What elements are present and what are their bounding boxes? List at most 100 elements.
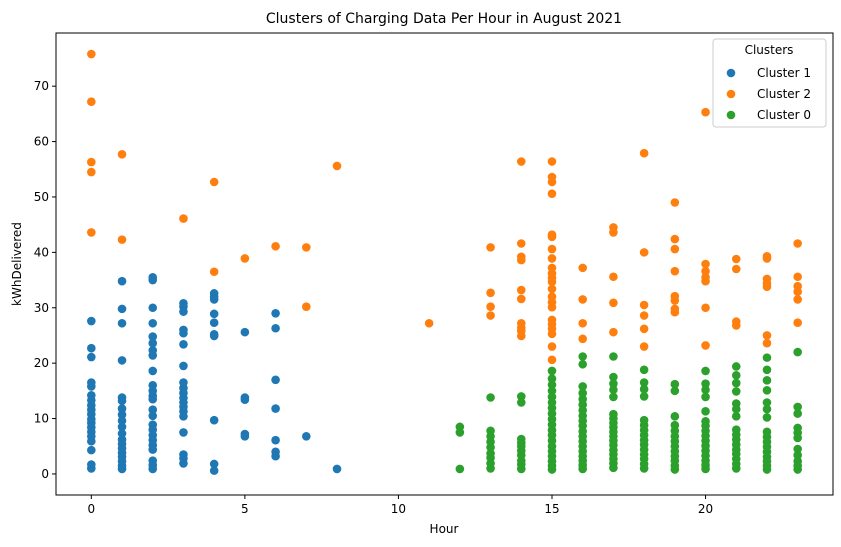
- data-point: [148, 394, 158, 404]
- data-point: [701, 276, 710, 286]
- data-point: [240, 327, 250, 337]
- x-axis: 0 5 10 15 20: [87, 495, 713, 516]
- data-point: [762, 404, 772, 414]
- data-point: [701, 259, 710, 269]
- y-axis: 0 10 20 30 40 50 60 70: [34, 79, 56, 481]
- legend-label: Cluster 0: [757, 108, 811, 122]
- data-point: [117, 422, 127, 432]
- y-tick-label: 30: [34, 301, 49, 315]
- data-point: [578, 464, 587, 474]
- data-point: [793, 318, 802, 328]
- data-point: [762, 353, 772, 362]
- data-point: [793, 287, 802, 297]
- data-point: [117, 356, 127, 365]
- data-point: [793, 402, 802, 412]
- series-cluster-2: [87, 49, 802, 365]
- y-tick-label: 60: [34, 135, 49, 149]
- data-point: [148, 275, 158, 285]
- data-point: [701, 366, 710, 376]
- data-point: [731, 412, 741, 421]
- data-point: [701, 392, 710, 402]
- data-point: [209, 177, 219, 187]
- data-point: [455, 428, 465, 437]
- data-point: [87, 464, 96, 473]
- series-cluster-1: [87, 272, 342, 475]
- legend: Clusters Cluster 1 Cluster 2 Cluster 0: [712, 38, 827, 128]
- data-point: [148, 445, 158, 454]
- data-point: [701, 266, 710, 276]
- data-point: [701, 385, 710, 395]
- data-point: [117, 464, 127, 474]
- data-point: [179, 428, 188, 437]
- data-point: [639, 311, 649, 320]
- data-point: [578, 334, 587, 344]
- data-point: [117, 410, 127, 419]
- data-point: [117, 429, 127, 438]
- data-point: [578, 352, 587, 361]
- data-point: [486, 243, 495, 252]
- data-point: [117, 304, 127, 314]
- data-point: [762, 254, 772, 263]
- data-point: [240, 395, 250, 405]
- data-point: [578, 295, 587, 304]
- data-point: [609, 352, 618, 361]
- legend-label: Cluster 2: [757, 87, 811, 101]
- data-point: [609, 272, 618, 282]
- data-point: [271, 241, 280, 251]
- data-point: [117, 318, 127, 328]
- x-tick-label: 20: [698, 502, 713, 516]
- data-point: [762, 331, 772, 340]
- data-point: [670, 296, 680, 305]
- data-point: [547, 157, 557, 166]
- data-point: [271, 435, 280, 445]
- data-point: [455, 464, 465, 474]
- data-point: [486, 311, 495, 320]
- data-point: [179, 328, 188, 338]
- data-point: [117, 276, 127, 286]
- points-layer: [87, 49, 802, 475]
- data-point: [486, 288, 495, 298]
- data-point: [609, 385, 618, 395]
- data-point: [209, 295, 219, 304]
- data-point: [547, 374, 557, 383]
- data-point: [639, 248, 649, 257]
- data-point: [87, 445, 96, 455]
- data-point: [117, 416, 127, 426]
- data-point: [701, 303, 710, 313]
- data-point: [670, 379, 680, 389]
- data-point: [302, 243, 311, 252]
- legend-box: [712, 38, 827, 128]
- data-point: [516, 239, 526, 248]
- data-point: [516, 255, 526, 265]
- data-point: [516, 392, 526, 401]
- data-point: [731, 404, 741, 414]
- data-point: [87, 436, 96, 446]
- data-point: [701, 107, 710, 117]
- data-point: [209, 318, 219, 328]
- data-point: [670, 465, 680, 474]
- data-point: [639, 384, 649, 394]
- data-point: [731, 378, 741, 388]
- data-point: [731, 362, 741, 371]
- data-point: [148, 411, 158, 421]
- data-point: [609, 392, 618, 402]
- data-point: [271, 323, 280, 333]
- data-point: [148, 464, 158, 474]
- data-point: [609, 298, 618, 308]
- data-point: [209, 331, 219, 341]
- data-point: [271, 309, 280, 318]
- data-point: [701, 407, 710, 416]
- data-point: [148, 351, 158, 360]
- data-point: [578, 388, 587, 398]
- data-point: [148, 303, 158, 313]
- data-point: [117, 150, 127, 159]
- data-point: [609, 372, 618, 382]
- data-point: [302, 302, 311, 311]
- data-point: [547, 386, 557, 396]
- data-point: [547, 232, 557, 242]
- data-point: [609, 379, 618, 388]
- data-point: [793, 409, 802, 418]
- data-point: [240, 431, 250, 441]
- legend-marker: [726, 110, 736, 120]
- y-axis-title: kWhDelivered: [10, 222, 24, 306]
